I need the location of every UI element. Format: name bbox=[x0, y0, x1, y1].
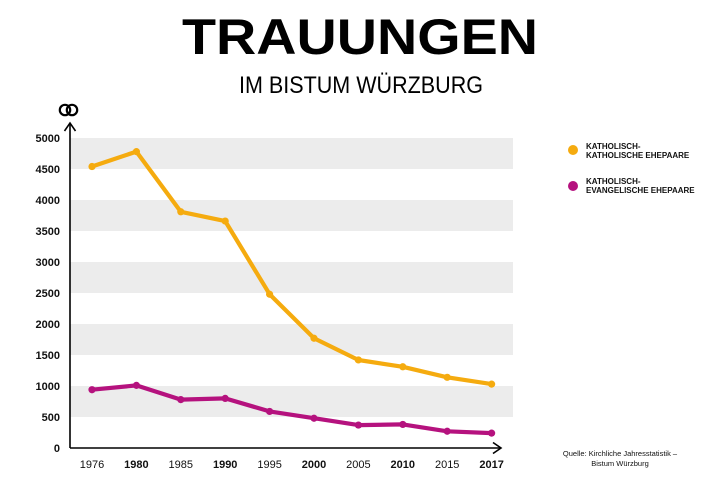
y-tick-label: 1500 bbox=[36, 350, 60, 362]
data-point bbox=[399, 363, 407, 371]
source-line2: Bistum Würzburg bbox=[591, 459, 649, 468]
chart-subtitle: IM BISTUM WÜRZBURG bbox=[239, 72, 483, 99]
data-point bbox=[177, 396, 185, 404]
x-tick-label: 2010 bbox=[391, 459, 415, 471]
x-tick-label: 1976 bbox=[80, 459, 104, 471]
legend-swatch bbox=[568, 181, 578, 191]
data-point bbox=[443, 373, 451, 381]
y-tick-label: 2000 bbox=[36, 319, 60, 331]
data-point bbox=[443, 427, 451, 435]
source-note: Quelle: Kirchliche Jahresstatistik – Bis… bbox=[563, 449, 678, 468]
x-tick-label: 1980 bbox=[124, 459, 148, 471]
series-line bbox=[89, 149, 494, 387]
y-tick-label: 500 bbox=[42, 412, 60, 424]
x-tick-label: 2000 bbox=[302, 459, 326, 471]
series-lines bbox=[89, 149, 494, 436]
y-tick-label: 4000 bbox=[36, 195, 60, 207]
x-axis bbox=[70, 441, 503, 455]
x-tick-labels: 1976 1980 1985 1990 1995 2000 2005 2010 2015 2017 bbox=[80, 459, 504, 471]
data-point bbox=[310, 334, 318, 342]
series-points bbox=[88, 148, 496, 437]
legend-item-katholisch-katholisch: KATHOLISCH- KATHOLISCHE EHEPAARE bbox=[568, 142, 690, 160]
data-point bbox=[488, 429, 496, 437]
y-tick-label: 3000 bbox=[36, 257, 60, 269]
grid-band bbox=[70, 324, 513, 355]
data-point bbox=[354, 356, 362, 364]
grid-band bbox=[70, 262, 513, 293]
y-tick-label: 2500 bbox=[36, 288, 60, 300]
y-axis bbox=[63, 121, 77, 448]
data-point bbox=[132, 148, 140, 156]
x-tick-label: 2017 bbox=[479, 459, 503, 471]
y-tick-label: 5000 bbox=[36, 133, 60, 145]
x-tick-label: 1985 bbox=[169, 459, 193, 471]
x-tick-label: 1990 bbox=[213, 459, 237, 471]
grid-band bbox=[70, 386, 513, 417]
data-point bbox=[88, 386, 96, 394]
data-point bbox=[354, 421, 362, 429]
data-point bbox=[488, 380, 496, 388]
y-tick-labels: 0 500 1000 1500 2000 2500 3000 3500 4000 4500 5000 bbox=[36, 133, 60, 455]
legend-swatch bbox=[568, 145, 578, 155]
data-point bbox=[221, 394, 229, 402]
source-line1: Quelle: Kirchliche Jahresstatistik – bbox=[563, 449, 678, 458]
legend-label-line2: EVANGELISCHE EHEPAARE bbox=[586, 186, 695, 195]
data-point bbox=[221, 217, 229, 225]
y-tick-label: 0 bbox=[54, 443, 60, 455]
legend-label-line1: KATHOLISCH- bbox=[586, 142, 641, 151]
y-tick-label: 1000 bbox=[36, 381, 60, 393]
data-point bbox=[399, 420, 407, 429]
legend-label-line2: KATHOLISCHE EHEPAARE bbox=[586, 151, 690, 160]
y-tick-label: 4500 bbox=[36, 164, 60, 176]
data-point bbox=[310, 414, 318, 422]
chart-title: TRAUUNGEN bbox=[182, 9, 538, 65]
legend-item-katholisch-evangelisch: KATHOLISCH- EVANGELISCHE EHEPAARE bbox=[568, 177, 695, 195]
data-point bbox=[266, 290, 274, 298]
x-tick-label: 2015 bbox=[435, 459, 459, 471]
x-tick-label: 2005 bbox=[346, 459, 370, 471]
data-point bbox=[266, 407, 274, 416]
y-tick-label: 3500 bbox=[36, 226, 60, 238]
data-point bbox=[177, 208, 185, 216]
x-tick-label: 1995 bbox=[257, 459, 281, 471]
grid-band bbox=[70, 200, 513, 231]
series-line bbox=[89, 383, 494, 436]
data-point bbox=[88, 162, 96, 171]
data-point bbox=[132, 381, 140, 389]
legend: KATHOLISCH- KATHOLISCHE EHEPAARE KATHOLI… bbox=[568, 142, 695, 195]
legend-label-line1: KATHOLISCH- bbox=[586, 177, 641, 186]
wedding-rings-icon bbox=[58, 103, 79, 117]
